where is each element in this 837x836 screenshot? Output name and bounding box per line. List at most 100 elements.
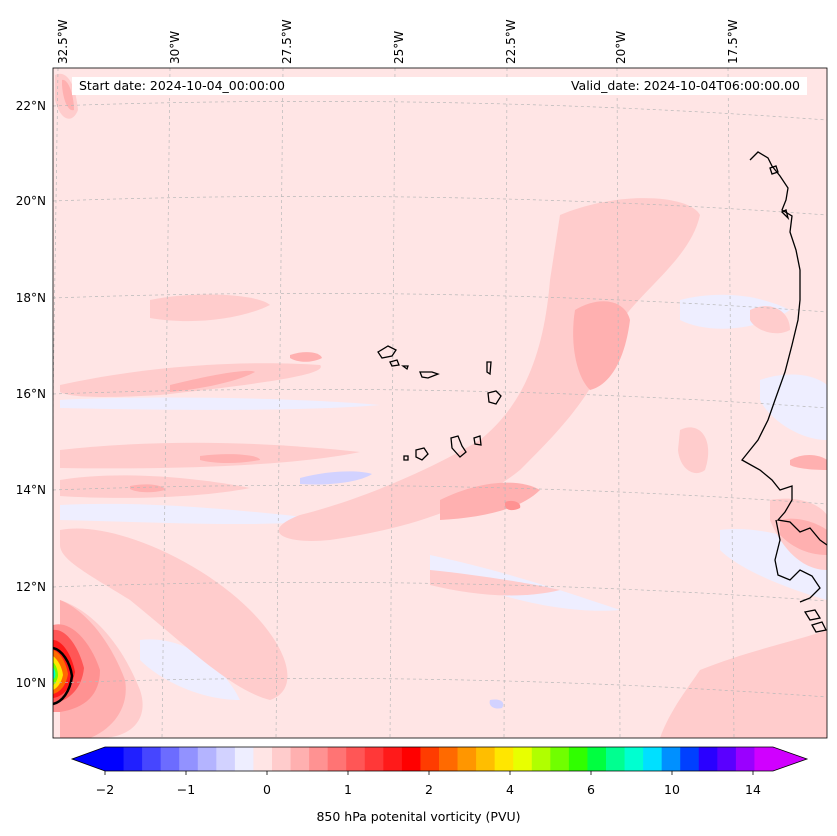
parallel-line [53, 484, 827, 505]
colorbar-tick-label: 2 [425, 782, 433, 797]
colorbar-tick-label: 1 [344, 782, 352, 797]
vortex-contour [53, 646, 74, 706]
positive-pv-band [62, 79, 74, 111]
lat-label: 22°N [15, 99, 46, 113]
island-santa-luzia [401, 365, 409, 371]
island-sao-vicente [389, 359, 400, 367]
meridian-line [275, 68, 284, 738]
colorbar-segment [272, 747, 292, 771]
colorbar-segment [253, 747, 273, 771]
lat-label: 14°N [15, 483, 46, 497]
africa-coastline [741, 151, 827, 546]
colorbar-segment [735, 747, 755, 771]
colorbar-segment [587, 747, 607, 771]
positive-pv-band [130, 484, 165, 493]
colorbar-tick-label: 6 [587, 782, 595, 797]
island-brava [403, 455, 409, 461]
island-sal [486, 361, 492, 376]
colorbar-segment [346, 747, 366, 771]
lon-label: 17.5°W [726, 19, 740, 64]
lon-label: 25°W [392, 30, 406, 64]
colorbar-segment [401, 747, 421, 771]
map-frame [52, 67, 828, 739]
positive-pv-band [200, 454, 260, 463]
colorbar-segment [197, 747, 217, 771]
island-boa-vista [487, 390, 502, 405]
colorbar-segment [457, 747, 477, 771]
meridian-line [161, 68, 171, 738]
colorbar-segment [179, 747, 199, 771]
colorbar-segment [420, 747, 440, 771]
colorbar-segment [105, 747, 125, 771]
positive-pv-band [678, 427, 709, 474]
colorbar-segment [606, 747, 626, 771]
meridian-line [503, 68, 508, 738]
positive-pv-band [290, 352, 322, 362]
positive-pv-band [440, 482, 540, 520]
positive-pv-band [660, 630, 827, 738]
graticule [53, 68, 827, 738]
lat-label: 12°N [15, 580, 46, 594]
colorbar-segment [661, 747, 681, 771]
colorbar-segment [513, 747, 533, 771]
meridian-line [727, 68, 735, 738]
colorbar-tick-label: 10 [664, 782, 680, 797]
colorbar-segment [327, 747, 347, 771]
colorbar-segment [290, 747, 310, 771]
island-maio [473, 435, 482, 446]
positive-pv-band [60, 363, 321, 397]
vorticity-field [53, 73, 827, 738]
colorbar-segment [754, 747, 774, 771]
colorbar-segment [160, 747, 180, 771]
positive-pv-band [278, 198, 700, 541]
meridian-line [616, 68, 621, 738]
colorbar-segment [364, 747, 384, 771]
lon-label: 27.5°W [280, 19, 294, 64]
positive-pv-band [430, 570, 560, 596]
parallel-line [53, 677, 827, 698]
negative-pv-patch [300, 471, 372, 485]
lon-label: 20°W [614, 30, 628, 64]
colorbar-tick-label: −2 [95, 782, 115, 797]
lat-label: 10°N [15, 676, 46, 690]
colorbar [70, 746, 809, 775]
negative-pv-patch [489, 699, 504, 709]
negative-pv-patch [60, 503, 330, 525]
colorbar-segment [142, 747, 162, 771]
positive-pv-band [790, 455, 827, 470]
colorbar-segment [568, 747, 588, 771]
colorbar-segment [476, 747, 496, 771]
lon-label: 22.5°W [504, 19, 518, 64]
colorbar-segment [234, 747, 254, 771]
island-sao-nicolau [419, 371, 440, 379]
positive-pv-band [170, 370, 255, 392]
valid-date-label: Valid_date: 2024-10-04T06:00:00.00 [570, 77, 800, 95]
island-fogo [415, 447, 429, 461]
parallel-line [53, 100, 827, 121]
island-santo-antao [377, 345, 397, 359]
colorbar-segment [624, 747, 644, 771]
lat-label: 16°N [15, 387, 46, 401]
parallel-line [53, 195, 827, 216]
vortex-core [53, 667, 56, 680]
colorbar-tick-label: 0 [263, 782, 271, 797]
positive-pv-band [150, 294, 270, 322]
lat-label: 20°N [15, 194, 46, 208]
colorbar-segment [309, 747, 329, 771]
negative-pv-patch [430, 555, 620, 611]
parallel-line [53, 292, 827, 313]
lat-label: 18°N [15, 291, 46, 305]
meridian-line [389, 68, 396, 738]
negative-pv-patch [140, 639, 240, 700]
positive-pv-band [505, 500, 521, 511]
bissagos-islands [803, 609, 827, 633]
positive-pv-band [780, 518, 827, 555]
positive-pv-band [573, 301, 630, 390]
positive-pv-band [60, 528, 288, 700]
colorbar-tick-label: 14 [745, 782, 761, 797]
colorbar-title: 850 hPa potenital vorticity (PVU) [316, 809, 521, 824]
island [780, 209, 790, 221]
colorbar-segment [494, 747, 514, 771]
coastlines [377, 151, 827, 633]
parallel-line [53, 388, 827, 409]
